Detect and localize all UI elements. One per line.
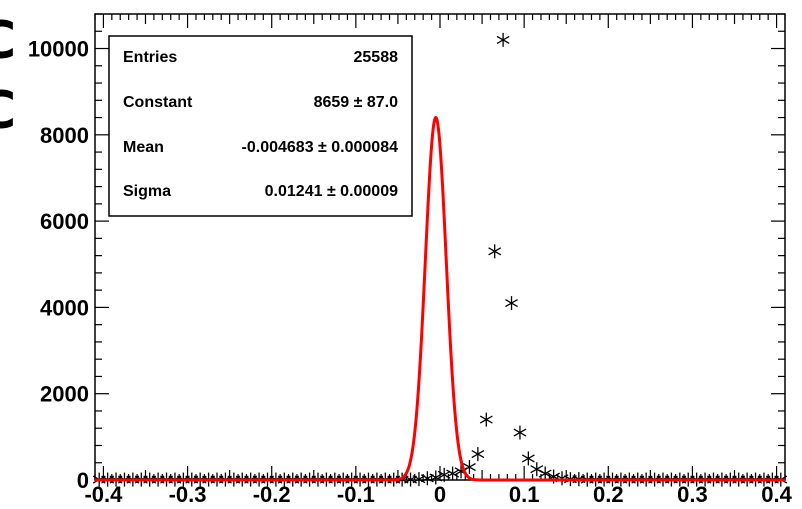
stats-box: Entries 25588 Constant 8659 ± 87.0 Mean -0.00… <box>108 35 413 217</box>
x-tick-label: 0 <box>434 482 446 507</box>
y-tick-label: 4000 <box>40 295 89 320</box>
x-tick-label: 0.4 <box>761 482 792 507</box>
x-tick-label: -0.1 <box>337 482 375 507</box>
y-tick-label: 2000 <box>40 382 89 407</box>
x-tick-label: -0.3 <box>169 482 207 507</box>
data-point <box>496 32 510 47</box>
stats-value: -0.004683 ± 0.000084 <box>242 139 399 156</box>
stats-value: 25588 <box>354 49 399 66</box>
x-tick-label: 0.1 <box>509 482 540 507</box>
x-axis-tick-labels: -0.4 -0.3 -0.2 -0.1 0 0.1 0.2 0.3 0.4 <box>84 482 792 507</box>
stats-value: 8659 ± 87.0 <box>314 94 399 111</box>
clipped-edge-glyphs: C C <box>0 11 16 141</box>
data-point <box>521 451 535 466</box>
x-tick-label: 0.2 <box>593 482 624 507</box>
data-point <box>505 296 518 311</box>
data-point <box>437 467 451 482</box>
data-point <box>471 447 485 462</box>
x-tick-label: -0.2 <box>253 482 291 507</box>
data-point <box>479 412 493 427</box>
stats-label: Entries <box>123 49 177 66</box>
stats-box-frame <box>108 35 413 217</box>
data-point <box>538 466 552 481</box>
data-point <box>429 470 443 485</box>
stats-label: Sigma <box>123 183 171 200</box>
y-tick-label: 6000 <box>40 209 89 234</box>
data-point <box>488 244 502 259</box>
y-tick-label: 0 <box>77 468 89 493</box>
data-point <box>463 460 476 475</box>
data-point <box>446 466 460 481</box>
stats-label: Constant <box>123 94 193 111</box>
gaussian-fit-curve <box>95 115 785 482</box>
y-tick-label: 8000 <box>40 123 89 148</box>
y-axis-tick-labels: 0 2000 4000 6000 8000 10000 <box>28 37 89 493</box>
y-axis-ticks <box>95 13 785 481</box>
x-tick-label: 0.3 <box>677 482 708 507</box>
data-point <box>513 425 527 440</box>
svg-text:C: C <box>0 81 16 141</box>
stats-label: Mean <box>123 139 164 156</box>
x-tick-label: -0.4 <box>84 482 123 507</box>
stats-value: 0.01241 ± 0.00009 <box>265 183 398 200</box>
svg-text:C: C <box>0 11 16 71</box>
y-tick-label: 10000 <box>28 37 89 62</box>
